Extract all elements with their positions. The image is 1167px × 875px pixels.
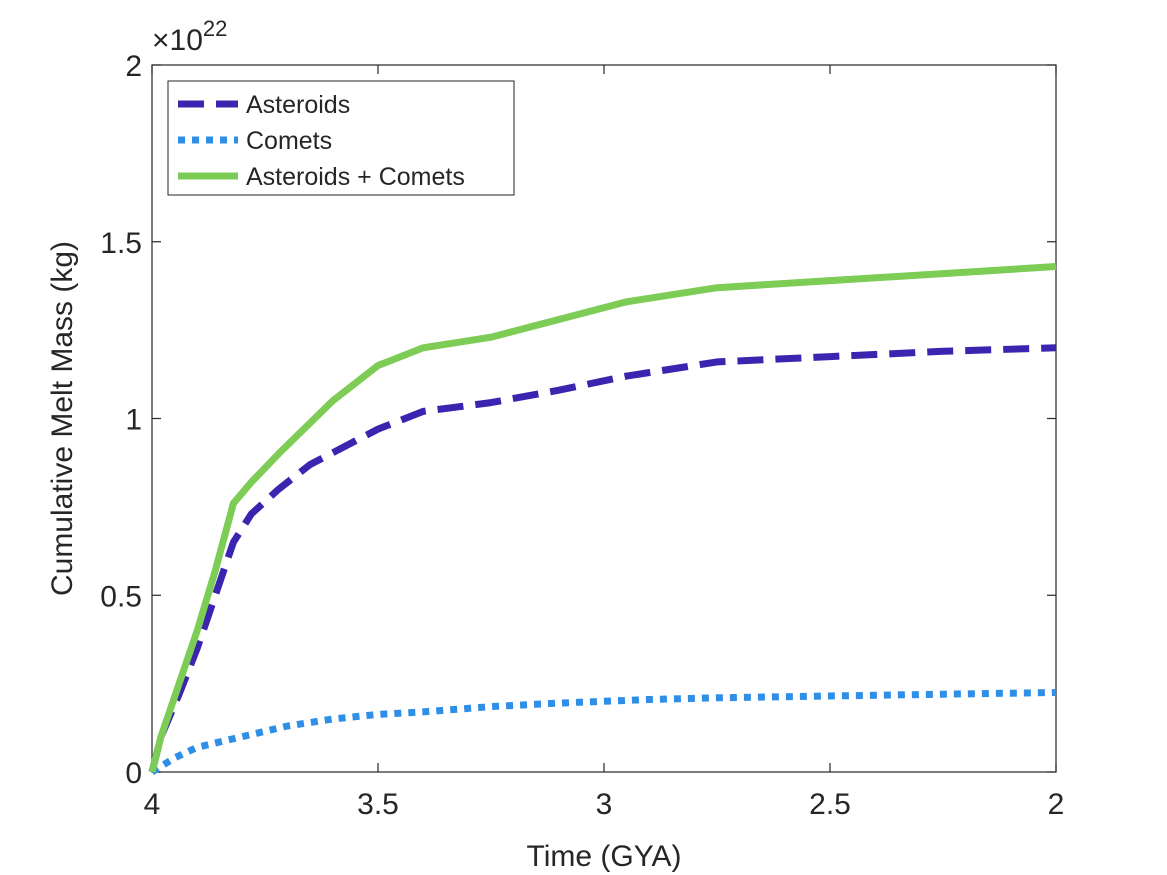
series-line-comets [150, 689, 1057, 775]
legend-label: Comets [246, 127, 332, 155]
axis-ticks: 4 3.5 3 2.5 2 0 0.5 1 1.5 2 [100, 50, 1064, 821]
series-line-asteroids-comets [148, 263, 1057, 773]
legend-label: Asteroids [246, 91, 350, 119]
legend: Asteroids Comets Asteroids + Comets [167, 80, 515, 196]
x-axis-label: Time (GYA) [527, 840, 682, 873]
y-tick-label: 2 [125, 50, 142, 83]
legend-label: Asteroids + Comets [246, 163, 465, 191]
exponent-power: 22 [203, 16, 227, 41]
x-tick-label: 4 [144, 788, 161, 821]
x-tick-label: 3.5 [357, 788, 399, 821]
series-layer [148, 263, 1057, 775]
x-tick-label: 2.5 [809, 788, 851, 821]
y-tick-label: 1 [125, 404, 142, 437]
x-tick-label: 3 [596, 788, 613, 821]
y-tick-label: 1.5 [100, 227, 142, 260]
y-axis-label: Cumulative Melt Mass (kg) [46, 241, 79, 596]
series-line-asteroids [148, 344, 1057, 773]
y-tick-label: 0.5 [100, 580, 142, 613]
exponent-base: ×10 [152, 24, 203, 57]
y-tick-label: 0 [125, 757, 142, 790]
x-tick-label: 2 [1048, 788, 1065, 821]
exponent-label: ×1022 [152, 16, 227, 57]
